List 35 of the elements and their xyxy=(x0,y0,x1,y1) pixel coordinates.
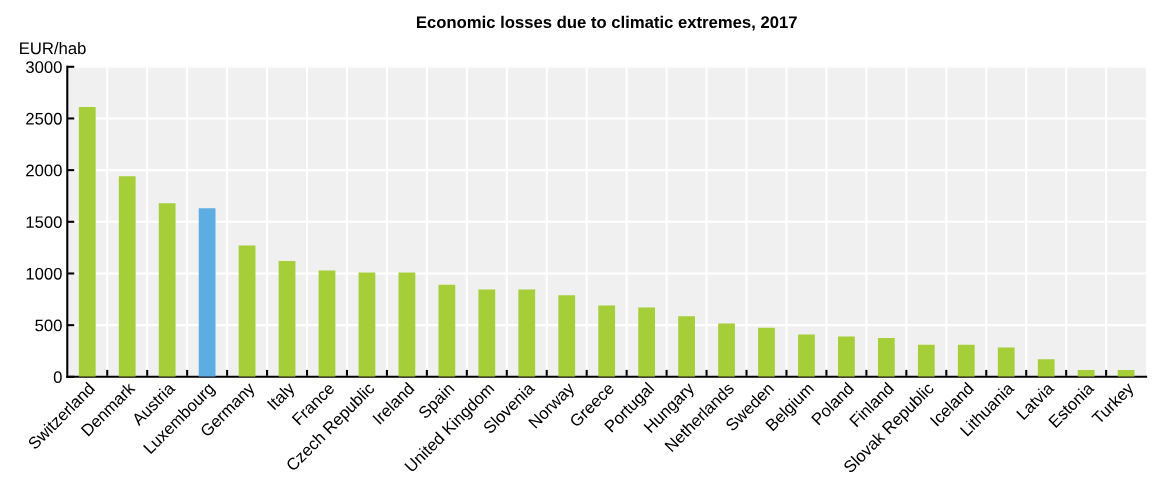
bar xyxy=(398,272,416,377)
bar xyxy=(598,305,616,377)
bar xyxy=(997,347,1015,377)
bar xyxy=(1037,359,1055,377)
bar xyxy=(638,307,656,377)
bar xyxy=(957,344,975,377)
bar xyxy=(758,327,775,377)
bar xyxy=(358,272,376,377)
y-tick-label: 0 xyxy=(53,371,62,384)
bar xyxy=(1077,370,1095,377)
bar xyxy=(558,295,576,377)
bar xyxy=(78,107,96,377)
y-tick-label: 1000 xyxy=(26,267,62,280)
bar xyxy=(158,203,176,377)
y-tick-label: 1500 xyxy=(26,216,62,229)
y-tick-label: 500 xyxy=(35,319,62,332)
y-tick-label: 2000 xyxy=(26,164,62,177)
y-axis-title: EUR/hab xyxy=(20,41,86,55)
bar xyxy=(718,323,735,377)
bar xyxy=(678,316,695,377)
y-tick-label: 3000 xyxy=(25,61,62,73)
y-tick-label: 2500 xyxy=(26,112,62,125)
bar xyxy=(877,338,895,377)
bar xyxy=(518,289,536,377)
bar xyxy=(238,245,256,377)
bar xyxy=(198,208,216,377)
bar xyxy=(278,261,296,377)
chart-title: Economic losses due to climatic extremes, 2017 xyxy=(416,15,797,31)
bar xyxy=(118,176,136,377)
bar xyxy=(318,270,336,377)
bar xyxy=(798,334,815,377)
bar xyxy=(838,336,855,377)
bar xyxy=(478,289,496,377)
bar xyxy=(438,284,456,377)
bar xyxy=(917,344,935,377)
